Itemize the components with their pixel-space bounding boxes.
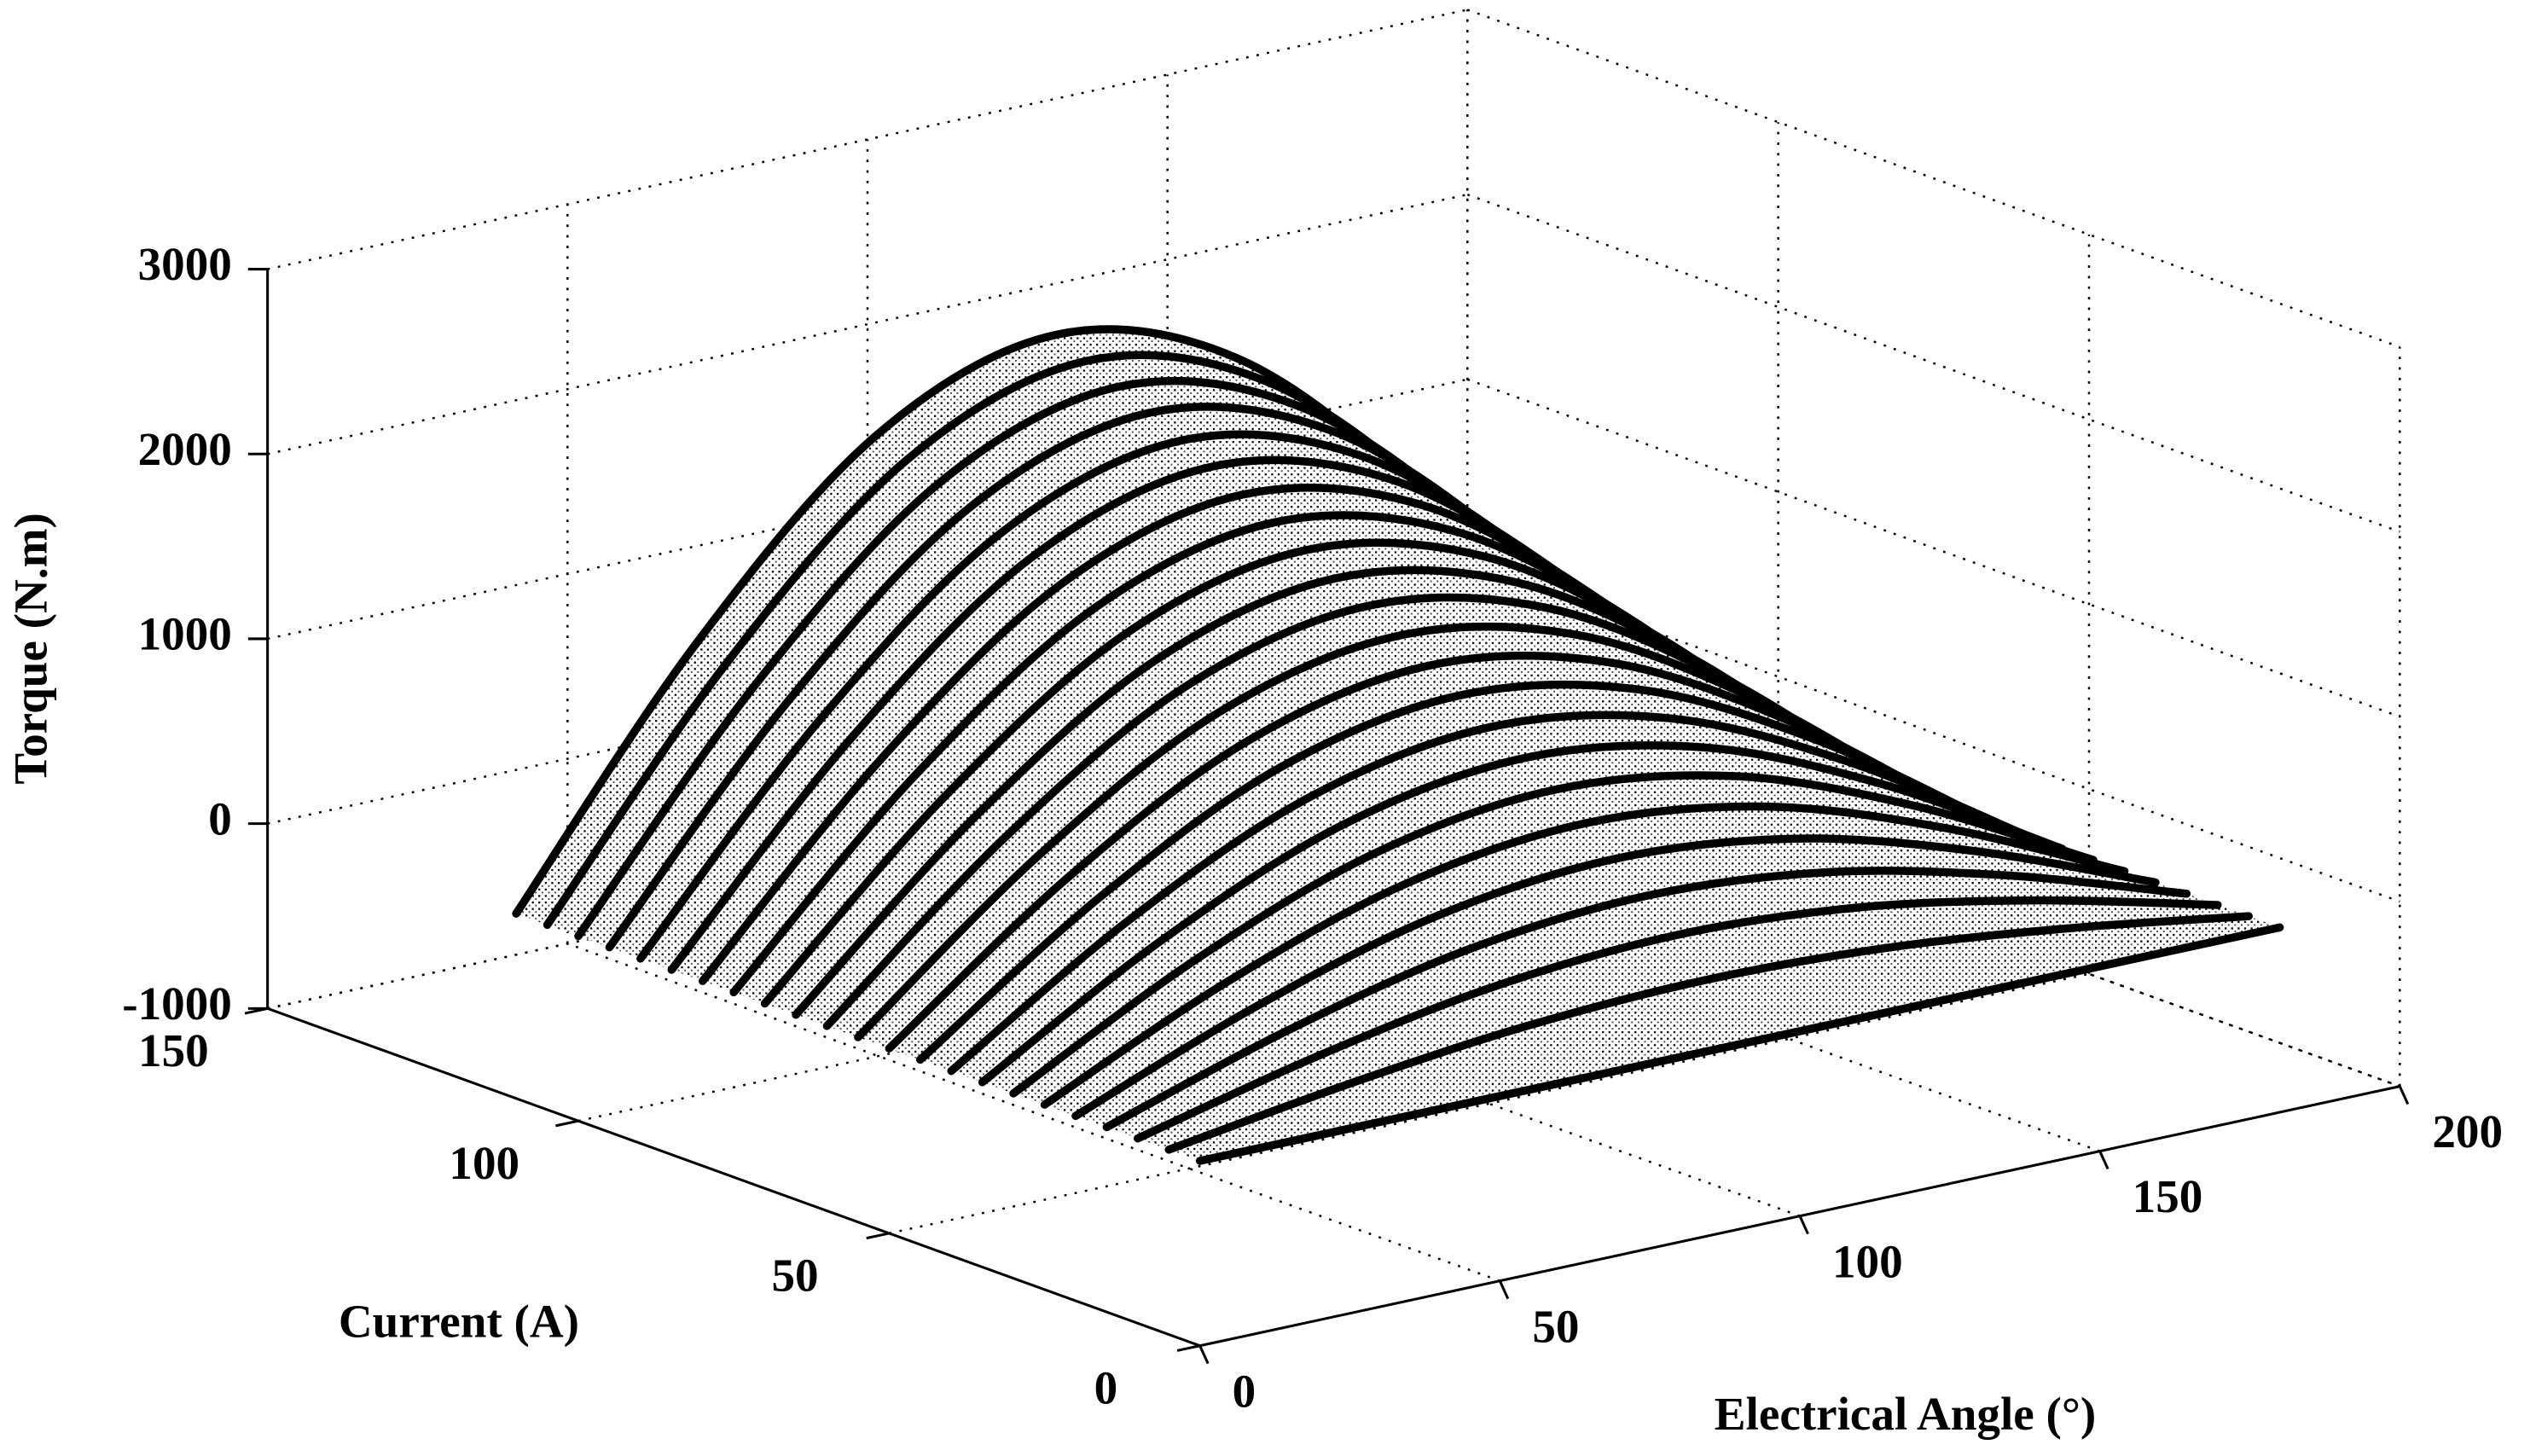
grid-line	[1466, 378, 2400, 718]
torque-curve	[1164, 912, 2253, 1154]
x-tick	[1798, 1215, 1809, 1235]
x-tick	[2398, 1085, 2410, 1105]
z-tick-label: 0	[208, 792, 232, 844]
x-axis	[1199, 1085, 2400, 1348]
torque-curve	[1071, 834, 2160, 1121]
z-tick-label: 2000	[138, 423, 232, 475]
x-tick	[1198, 1345, 1210, 1365]
surface-band	[671, 460, 1783, 982]
torque-curve	[947, 711, 2035, 1076]
y-tick-label: 50	[772, 1250, 819, 1302]
y-tick-label: 150	[138, 1024, 209, 1076]
x-tick-label: 100	[1832, 1235, 1903, 1287]
surface-band	[547, 355, 1658, 937]
z-tick-label: 3000	[138, 238, 232, 290]
torque-curve	[1009, 771, 2098, 1098]
y-tick	[866, 1232, 890, 1240]
torque-curve	[1102, 867, 2191, 1132]
surface-band	[516, 328, 1628, 925]
surface-band	[577, 380, 1690, 948]
grid-line	[1466, 9, 2400, 348]
y-tick	[1176, 1344, 1200, 1352]
torque-curve	[854, 622, 1942, 1041]
y-tick-label: 100	[449, 1137, 519, 1189]
surface-band	[982, 745, 2094, 1093]
z-tick-label: -1000	[122, 977, 232, 1030]
surface-band	[889, 655, 2000, 1060]
surface-band	[796, 570, 1907, 1026]
x-tick	[2098, 1151, 2109, 1170]
surface-band	[764, 542, 1877, 1015]
grid-line	[267, 193, 1468, 455]
surface-band	[734, 514, 1845, 1004]
x-tick	[1498, 1280, 1510, 1300]
y-axis-label: Current (A)	[339, 1296, 579, 1348]
x-tick-label: 0	[1233, 1365, 1256, 1417]
torque-curve	[978, 741, 2067, 1087]
torque-curve	[916, 680, 2005, 1064]
grid-line	[566, 943, 1500, 1282]
surface-band	[951, 715, 2063, 1082]
x-axis-label: Electrical Angle (°)	[1715, 1388, 2096, 1440]
surface-band	[920, 684, 2032, 1071]
y-tick	[555, 1119, 579, 1128]
x-tick-label: 200	[2432, 1105, 2503, 1157]
torque-curve	[822, 593, 1912, 1030]
z-axis-label: Torque (N.m)	[4, 513, 56, 784]
surface-band	[609, 406, 1721, 959]
surface-band	[1137, 900, 2249, 1150]
x-tick-label: 150	[2133, 1170, 2203, 1222]
surface-band	[857, 626, 1970, 1049]
surface-band	[1013, 774, 2125, 1105]
surface-band	[827, 597, 1938, 1038]
surface-band	[702, 487, 1814, 993]
surface-band	[640, 434, 1752, 970]
grid-line	[1466, 563, 2400, 903]
torque-curve	[885, 651, 1974, 1053]
torque-curve	[1040, 802, 2129, 1109]
surface-band	[1169, 916, 2280, 1162]
x-tick-label: 50	[1532, 1300, 1579, 1352]
torque-curve	[1134, 896, 2222, 1143]
grid-line	[1466, 193, 2400, 533]
torque-curve	[1195, 923, 2284, 1165]
grid-line	[889, 972, 2090, 1235]
y-tick	[244, 1006, 268, 1015]
y-axis	[267, 1006, 1201, 1348]
grid-line	[267, 9, 1468, 270]
z-tick-label: 1000	[138, 608, 232, 660]
y-tick-label: 0	[1094, 1362, 1118, 1414]
